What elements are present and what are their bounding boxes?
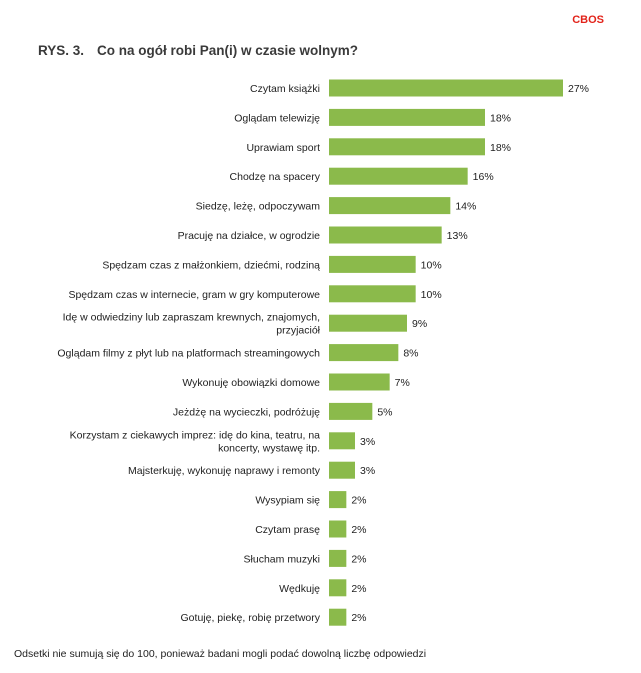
category-label: Wędkuję xyxy=(279,583,320,595)
category-label: Idę w odwiedziny lub zapraszam krewnych,… xyxy=(63,312,320,324)
bar xyxy=(329,138,485,156)
value-label: 10% xyxy=(421,259,442,271)
value-label: 3% xyxy=(360,465,375,477)
category-label: Spędzam czas z małżonkiem, dziećmi, rodz… xyxy=(102,259,320,271)
bar xyxy=(329,79,563,97)
category-label: Oglądam filmy z płyt lub na platformach … xyxy=(57,348,320,360)
figure-label: RYS. 3. xyxy=(38,43,85,58)
chart-title: Co na ogół robi Pan(i) w czasie wolnym? xyxy=(97,43,359,58)
bar-chart: Czytam książki 27% Oglądam telewizję 18% Upr… xyxy=(57,79,589,626)
bar xyxy=(329,285,416,303)
value-label: 3% xyxy=(360,436,375,448)
bar xyxy=(329,491,347,509)
value-label: 14% xyxy=(455,201,476,213)
category-label: Gotuję, piekę, robię przetwory xyxy=(181,612,321,624)
bar xyxy=(329,197,451,215)
bar xyxy=(329,432,355,450)
bar xyxy=(329,255,416,273)
category-label: Siedzę, leżę, odpoczywam xyxy=(196,201,321,213)
bar xyxy=(329,402,373,420)
category-label: Majsterkuję, wykonuję naprawy i remonty xyxy=(128,465,321,477)
bar xyxy=(329,579,347,597)
category-label: Chodzę na spacery xyxy=(230,171,321,183)
category-label: Wykonuję obowiązki domowe xyxy=(182,377,320,389)
value-label: 9% xyxy=(412,318,427,330)
category-label: Pracuję na działce, w ogrodzie xyxy=(178,230,321,242)
brand-logo: CBOS xyxy=(572,14,604,26)
bar xyxy=(329,226,442,244)
bar xyxy=(329,373,390,391)
value-label: 2% xyxy=(351,583,366,595)
bar xyxy=(329,344,399,362)
category-label: Wysypiam się xyxy=(255,495,320,507)
bar xyxy=(329,167,468,185)
category-label: Czytam prasę xyxy=(255,524,320,536)
value-label: 2% xyxy=(351,524,366,536)
value-label: 2% xyxy=(351,495,366,507)
category-label: przyjaciół xyxy=(276,325,320,337)
value-label: 16% xyxy=(473,171,494,183)
category-label: Korzystam z ciekawych imprez: idę do kin… xyxy=(70,429,321,441)
value-label: 18% xyxy=(490,142,511,154)
value-label: 18% xyxy=(490,112,511,124)
bar xyxy=(329,608,347,626)
value-label: 27% xyxy=(568,83,589,95)
category-label: Spędzam czas w internecie, gram w gry ko… xyxy=(68,289,320,301)
category-label: Słucham muzyki xyxy=(244,553,320,565)
category-label: Uprawiam sport xyxy=(246,142,320,154)
value-label: 8% xyxy=(403,348,418,360)
bar xyxy=(329,461,355,479)
value-label: 2% xyxy=(351,612,366,624)
bar xyxy=(329,520,347,538)
value-label: 7% xyxy=(395,377,410,389)
value-label: 2% xyxy=(351,553,366,565)
category-label: Czytam książki xyxy=(250,83,320,95)
value-label: 13% xyxy=(447,230,468,242)
category-label: koncerty, wystawę itp. xyxy=(218,442,320,454)
bar xyxy=(329,549,347,567)
category-label: Oglądam telewizję xyxy=(234,112,320,124)
bar xyxy=(329,314,407,332)
bar xyxy=(329,108,485,126)
value-label: 5% xyxy=(377,406,392,418)
value-label: 10% xyxy=(421,289,442,301)
category-label: Jeżdżę na wycieczki, podróżuję xyxy=(173,406,320,418)
footnote: Odsetki nie sumują się do 100, ponieważ … xyxy=(14,648,427,660)
